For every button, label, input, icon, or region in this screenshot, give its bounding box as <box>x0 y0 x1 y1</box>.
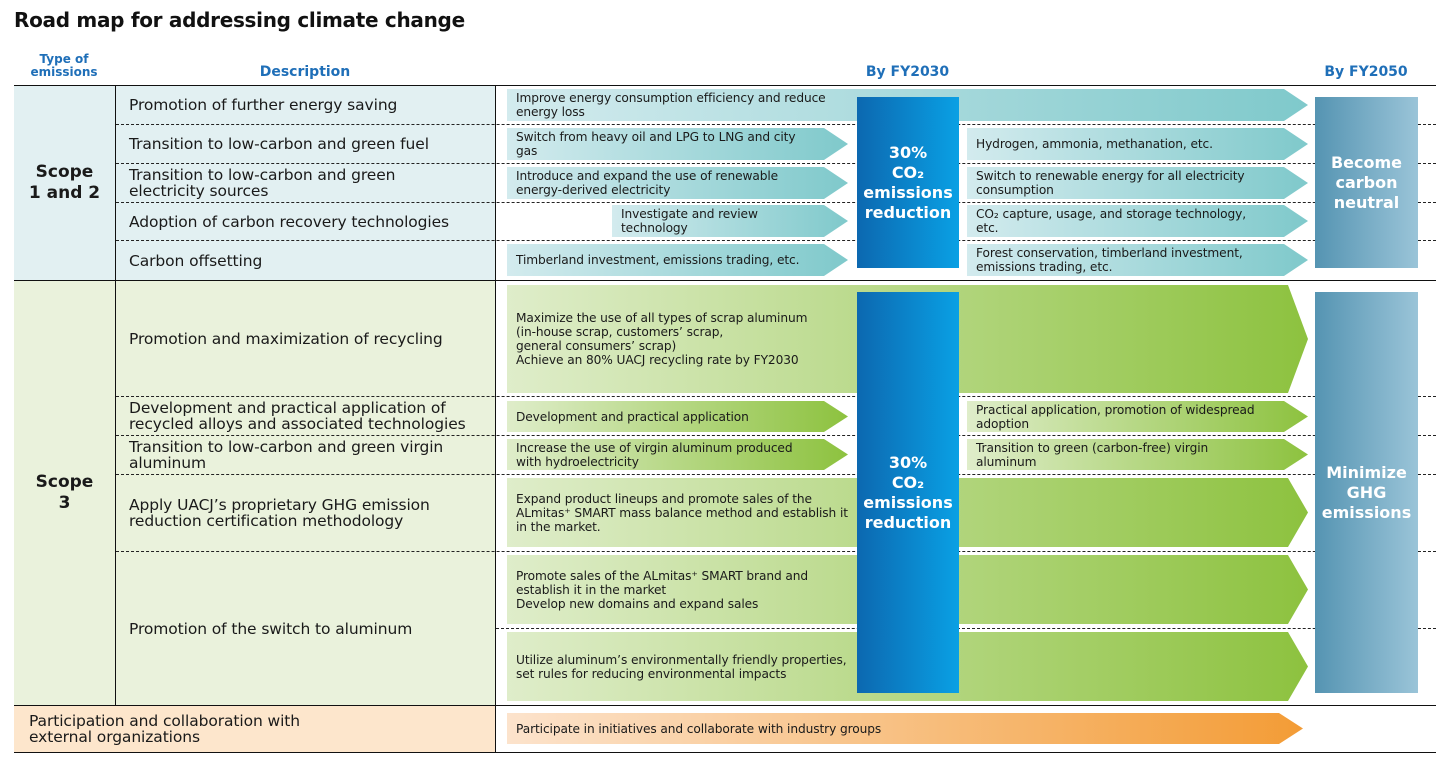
target-2050-line: Minimize <box>1326 462 1407 482</box>
target-2030-line: emissions <box>863 182 953 202</box>
scope12-row-description: Promotion of further energy saving <box>129 96 398 114</box>
participation-background <box>14 706 495 752</box>
scope12-label: Scope 1 and 2 <box>14 86 115 280</box>
scope12-label-line1: Scope <box>35 162 94 182</box>
target-2030-line: CO₂ <box>891 162 925 182</box>
scope3-row-description: Promotion and maximization of recycling <box>129 329 443 348</box>
arrow-virgin-aluminum-2050: Transition to green (carbon-free) virgin… <box>967 439 1308 470</box>
scope12-row-description: Adoption of carbon recovery technologies <box>129 212 450 231</box>
bottom-divider <box>14 752 1436 753</box>
target-2030-line: 30% <box>888 452 928 472</box>
row-divider <box>116 396 1436 397</box>
scope3-label-line1: Scope <box>35 472 94 492</box>
scope12-row-description: Carbon offsetting <box>129 251 263 270</box>
scope-divider <box>14 280 1436 281</box>
scope3-background <box>14 281 495 705</box>
arrow-electricity-2050: Switch to renewable energy for all elect… <box>967 167 1308 199</box>
header-by-2050: By FY2050 <box>1324 64 1408 80</box>
target-2030-scope3: 30% CO₂ emissions reduction <box>857 292 959 693</box>
scope3-row-description: Transition to low-carbon and green virgi… <box>129 438 444 472</box>
header-divider <box>14 85 1436 86</box>
scope-column-divider <box>115 86 116 705</box>
row-divider <box>116 124 1436 125</box>
scope12-row-description: Transition to low-carbon and green elect… <box>129 166 396 200</box>
scope3-row-description: Development and practical application of… <box>129 399 466 433</box>
row-divider <box>116 551 1436 552</box>
arrow-carbon-recovery-2030: Investigate and review technology <box>612 205 848 237</box>
target-2050-line: Become <box>1330 152 1403 172</box>
row-divider <box>116 163 1436 164</box>
target-2030-line: reduction <box>864 202 952 222</box>
scope12-background <box>14 86 495 280</box>
target-2050-line: emissions <box>1321 502 1412 522</box>
row-divider <box>116 202 1436 203</box>
row-divider <box>496 628 1436 629</box>
target-2030-scope12: 30% CO₂ emissions reduction <box>857 97 959 268</box>
row-divider <box>116 474 1436 475</box>
target-2030-line: emissions <box>863 492 953 512</box>
arrow-recycled-alloys-2050: Practical application, promotion of wide… <box>967 401 1308 432</box>
scope3-label: Scope 3 <box>14 281 115 705</box>
scope12-label-line2: 1 and 2 <box>28 183 101 203</box>
arrow-offsetting-2030: Timberland investment, emissions trading… <box>507 244 848 276</box>
header-description: Description <box>259 64 351 80</box>
target-2030-line: 30% <box>888 142 928 162</box>
participation-divider <box>14 705 1436 706</box>
scope3-row-description: Promotion of the switch to aluminum <box>129 619 413 638</box>
scope12-row-description: Transition to low-carbon and green fuel <box>129 135 429 153</box>
target-2030-line: CO₂ <box>891 472 925 492</box>
arrow-fuel-2050: Hydrogen, ammonia, methanation, etc. <box>967 128 1308 160</box>
arrow-recycled-alloys-2030: Development and practical application <box>507 401 848 432</box>
target-2050-scope12: Become carbon neutral <box>1315 97 1418 268</box>
arrow-virgin-aluminum-2030: Increase the use of virgin aluminum prod… <box>507 439 848 470</box>
target-2050-line: neutral <box>1333 192 1400 212</box>
header-by-2030: By FY2030 <box>865 64 950 80</box>
target-2050-scope3: Minimize GHG emissions <box>1315 292 1418 693</box>
target-2050-line: carbon <box>1335 172 1398 192</box>
arrow-fuel-2030: Switch from heavy oil and LPG to LNG and… <box>507 128 848 160</box>
arrow-carbon-recovery-2050: CO₂ capture, usage, and storage technolo… <box>967 205 1308 237</box>
row-divider <box>116 240 1436 241</box>
header-type-of-emissions: Type of emissions <box>30 52 98 79</box>
description-column-divider <box>495 86 496 752</box>
target-2030-line: reduction <box>864 512 952 532</box>
arrow-participation: Participate in initiatives and collabora… <box>507 713 1303 744</box>
participation-description: Participation and collaboration with ext… <box>29 712 300 746</box>
scope3-row-description: Apply UACJ’s proprietary GHG emission re… <box>129 496 430 530</box>
arrow-offsetting-2050: Forest conservation, timberland investme… <box>967 244 1308 276</box>
scope3-label-line2: 3 <box>58 493 71 513</box>
target-2050-line: GHG <box>1346 482 1387 502</box>
page-title: Road map for addressing climate change <box>14 8 465 32</box>
row-divider <box>116 435 1436 436</box>
arrow-electricity-2030: Introduce and expand the use of renewabl… <box>507 167 848 199</box>
